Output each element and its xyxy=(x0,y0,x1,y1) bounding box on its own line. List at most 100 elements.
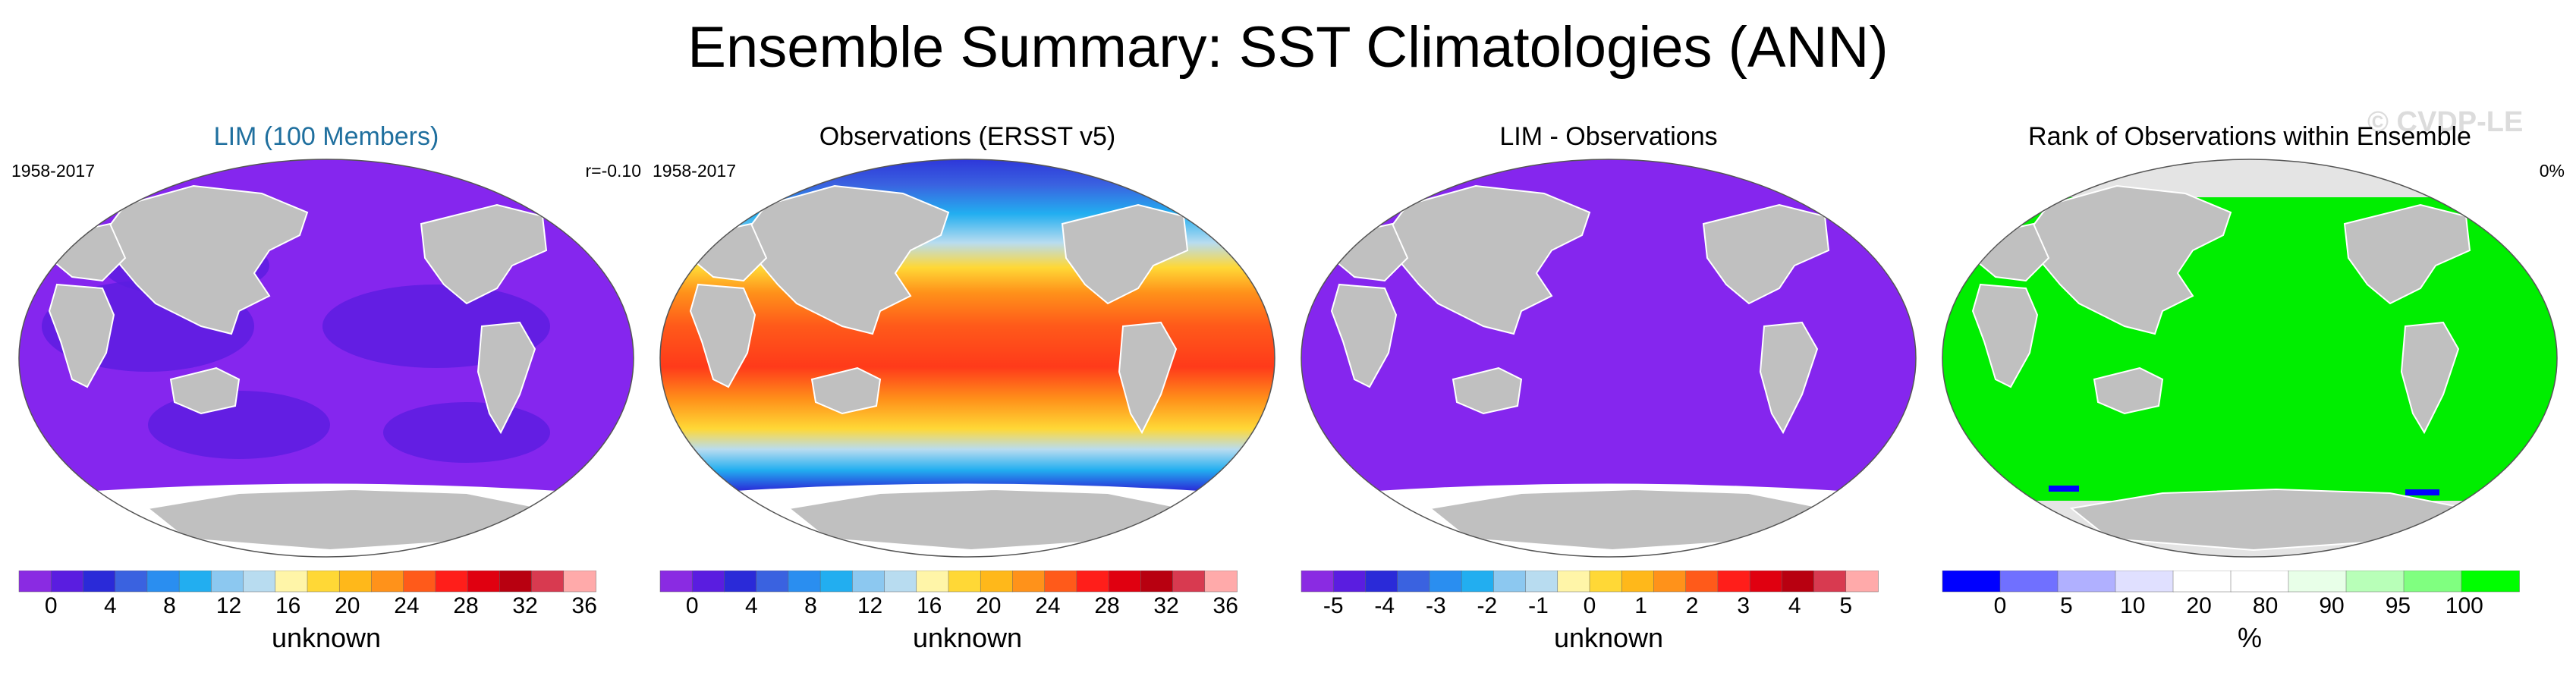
colorbar-tick-label: 20 xyxy=(2187,593,2212,616)
correlation-label: r=-0.10 xyxy=(585,161,641,181)
colorbar-tick-label: 36 xyxy=(572,593,597,616)
colorbar-swatch xyxy=(307,571,340,593)
colorbar-swatch xyxy=(1999,571,2059,593)
land-mass xyxy=(2343,203,2471,305)
colorbar-swatch xyxy=(980,571,1014,593)
colorbar-tick-label: 0 xyxy=(1584,593,1596,616)
colorbar-tick-label: 4 xyxy=(1788,593,1801,616)
watermark: © CVDP-LE xyxy=(2367,106,2524,138)
colorbar-tick-label: 36 xyxy=(1213,593,1238,616)
land-mass xyxy=(1759,321,1819,435)
rank-low-region xyxy=(2405,489,2439,495)
colorbar-tick-label: 0 xyxy=(1994,593,2007,616)
colorbar-tick-label: 32 xyxy=(1153,593,1178,616)
colorbar-swatch xyxy=(691,571,725,593)
colorbar-swatch xyxy=(1301,571,1334,593)
land-mass xyxy=(1330,283,1398,388)
colorbar-swatch xyxy=(563,571,596,593)
land-mass xyxy=(1383,184,1591,335)
colorbar-tick-label: 12 xyxy=(857,593,882,616)
map-rank xyxy=(1942,159,2558,558)
colorbar-tick-label: 8 xyxy=(804,593,817,616)
map-outline xyxy=(659,159,1275,558)
colorbar-tick-label: 90 xyxy=(2319,593,2344,616)
colorbar-tick-label: 8 xyxy=(163,593,176,616)
colorbar-swatch xyxy=(2057,571,2116,593)
colorbar-swatch xyxy=(1397,571,1430,593)
colorbar-tick-label: 0 xyxy=(686,593,699,616)
colorbar-swatch xyxy=(1621,571,1655,593)
map-observations xyxy=(659,159,1275,558)
colorbar-swatch xyxy=(50,571,84,593)
colorbar-tick-label: 24 xyxy=(394,593,419,616)
colorbar-swatch xyxy=(1076,571,1109,593)
colorbar-swatch xyxy=(1172,571,1206,593)
colorbar-swatch xyxy=(243,571,276,593)
colorbar-swatch xyxy=(1557,571,1590,593)
colorbar-tick-label: 16 xyxy=(917,593,942,616)
land-mass xyxy=(48,283,115,388)
land-mass xyxy=(1061,203,1189,305)
colorbar-swatch xyxy=(1942,571,2001,593)
colorbar-tick-label: 95 xyxy=(2386,593,2411,616)
ocean-anomaly-region xyxy=(383,402,550,463)
colorbar-swatch xyxy=(178,571,212,593)
colorbar-swatch xyxy=(1685,571,1719,593)
colorbar-swatch xyxy=(1717,571,1750,593)
rank-low-region xyxy=(2049,486,2079,492)
colorbar-swatch xyxy=(2288,571,2347,593)
colorbar-swatch xyxy=(499,571,533,593)
colorbar-swatch xyxy=(146,571,180,593)
colorbar-tick-label: 80 xyxy=(2253,593,2278,616)
colorbar-tick-label: 32 xyxy=(512,593,537,616)
colorbar-swatch xyxy=(211,571,244,593)
panel-title: LIM - Observations xyxy=(1499,122,1718,151)
land-mass xyxy=(1452,366,1523,415)
colorbar-swatch xyxy=(467,571,501,593)
panel-rank: Rank of Observations within Ensemble 0% … xyxy=(1935,121,2565,668)
colorbar-swatch xyxy=(531,571,565,593)
land-mass xyxy=(1118,321,1178,435)
colorbar-swatch xyxy=(1589,571,1622,593)
colorbar-swatch xyxy=(724,571,757,593)
colorbar-swatch xyxy=(2115,571,2174,593)
colorbar-tick-label: 2 xyxy=(1686,593,1699,616)
colorbar-swatch xyxy=(2345,571,2405,593)
colorbar-swatch xyxy=(2403,571,2462,593)
period-label: 1958-2017 xyxy=(653,161,736,181)
colorbar-difference: -5 -4 -3 -2 -1 0 1 2 3 4 5 xyxy=(1301,571,1879,616)
colorbar-label: unknown xyxy=(1553,622,1664,653)
panel-difference: LIM - Observations -5 -4 -3 -2 -1 0 1 2 3 4 5 unkn… xyxy=(1294,121,1923,668)
panel-title: Observations (ERSST v5) xyxy=(819,122,1116,151)
colorbar-tick-label: -1 xyxy=(1528,593,1549,616)
colorbar-tick-label: 0 xyxy=(45,593,58,616)
panel-observations: Observations (ERSST v5) 1958-2017 0 4 8 12 1… xyxy=(653,121,1282,668)
colorbar-swatch xyxy=(1782,571,1815,593)
colorbar-swatch xyxy=(1845,571,1879,593)
colorbar-swatch xyxy=(1813,571,1847,593)
panel-title: Rank of Observations within Ensemble xyxy=(2028,122,2471,151)
colorbar-swatch xyxy=(1493,571,1527,593)
colorbar-swatch xyxy=(1525,571,1558,593)
colorbar-label: unknown xyxy=(271,622,382,653)
colorbar-swatch xyxy=(819,571,854,593)
colorbar-tick-label: -4 xyxy=(1374,593,1395,616)
colorbar-tick-label: 4 xyxy=(745,593,758,616)
colorbar-swatch xyxy=(275,571,308,593)
map-outline xyxy=(1942,159,2558,558)
colorbar-tick-label: -5 xyxy=(1323,593,1344,616)
panel-lim: LIM (100 Members) 1958-2017 r=-0.10 0 4 8 1… xyxy=(11,121,641,668)
panel-title: LIM (100 Members) xyxy=(213,122,439,151)
land-mass xyxy=(2093,366,2164,415)
colorbar-tick-label: 5 xyxy=(1839,593,1852,616)
colorbar-swatch xyxy=(371,571,404,593)
colorbar-swatch xyxy=(1365,571,1398,593)
land-mass xyxy=(101,184,309,335)
colorbar-swatch xyxy=(338,571,373,593)
colorbar-observations: 0 4 8 12 16 20 24 28 32 36 xyxy=(659,571,1238,616)
land-mass xyxy=(810,366,882,415)
colorbar-swatch xyxy=(1749,571,1783,593)
colorbar-swatch xyxy=(788,571,821,593)
colorbar-tick-label: 24 xyxy=(1035,593,1060,616)
land-mass xyxy=(477,321,536,435)
